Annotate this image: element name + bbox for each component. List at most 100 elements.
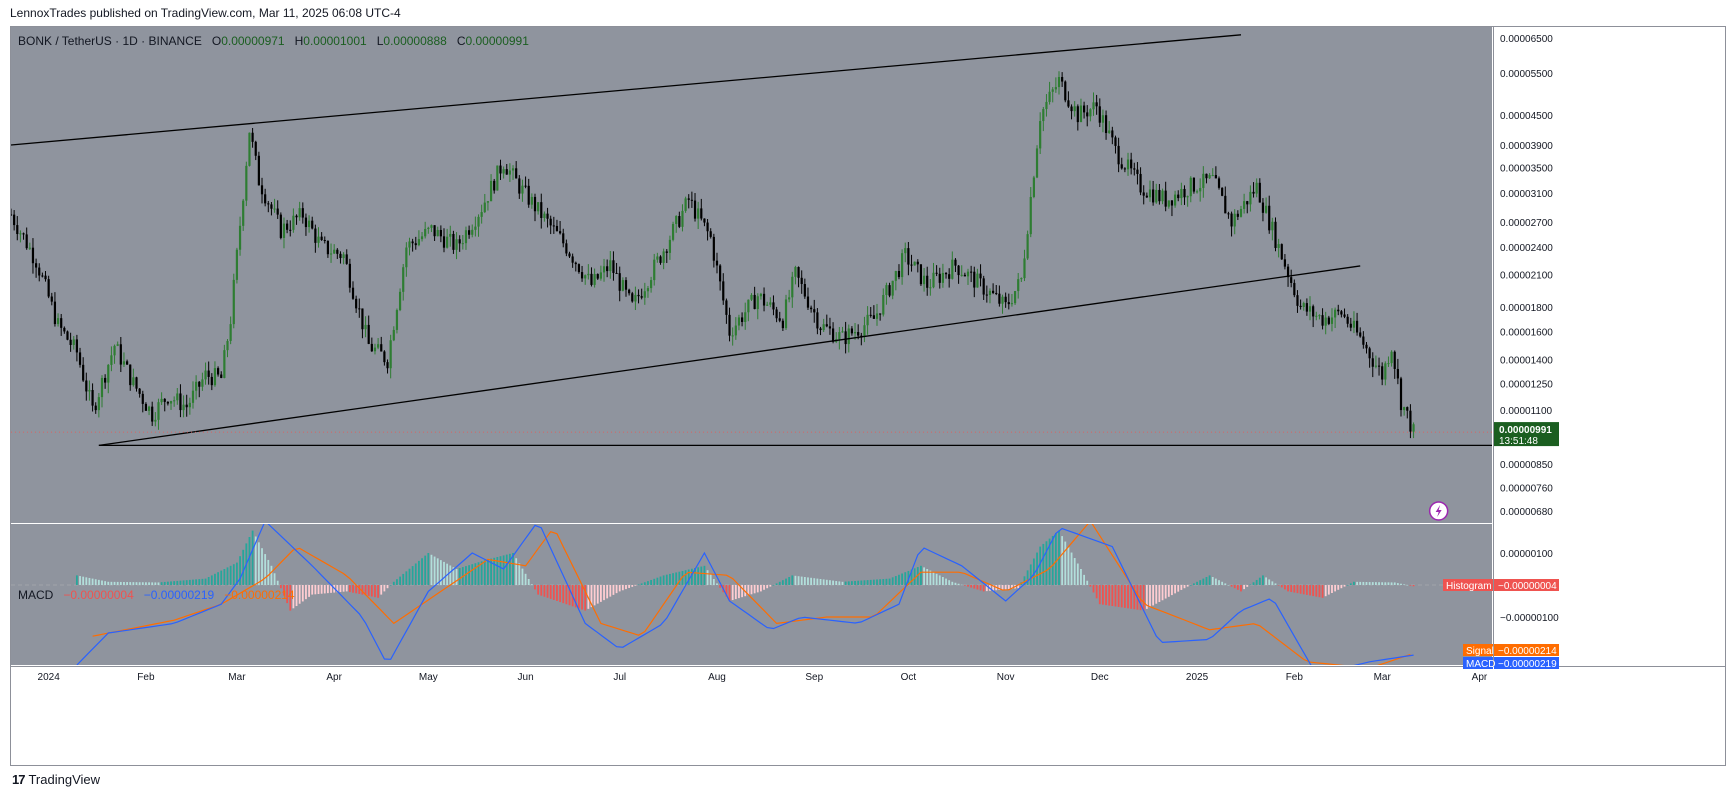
macd-histogram-bar <box>606 585 609 599</box>
candle-body <box>377 344 380 348</box>
macd-histogram-bar <box>1117 585 1120 607</box>
tradingview-brand[interactable]: 17 TradingView <box>12 772 100 787</box>
macd-histogram-bar <box>716 583 718 585</box>
macd-histogram-bar <box>339 585 342 592</box>
macd-histogram-bar <box>1111 585 1114 607</box>
macd-value-tag <box>1494 657 1559 669</box>
candle-body <box>486 201 490 203</box>
macd-histogram-bar <box>1130 585 1133 609</box>
candle-body <box>1017 279 1020 292</box>
candle-body <box>295 215 298 218</box>
candle-body <box>565 243 568 254</box>
macd-histogram-bar <box>154 582 157 585</box>
macd-histogram-bar <box>405 571 408 585</box>
macd-histogram-bar <box>1340 585 1343 589</box>
candle-body <box>882 294 885 315</box>
macd-histogram-bar <box>1133 585 1136 610</box>
candle-body <box>1161 190 1164 202</box>
macd-histogram-bar <box>330 585 332 593</box>
macd-histogram-bar <box>1236 585 1239 590</box>
candle-body <box>976 273 979 288</box>
publish-info: LennoxTrades published on TradingView.co… <box>10 6 401 20</box>
candle-body <box>646 288 650 292</box>
candle-body <box>13 214 16 226</box>
macd-histogram-bar <box>1346 585 1349 586</box>
candle-body <box>1048 91 1051 102</box>
candle-body <box>1249 191 1252 205</box>
candle-body <box>640 296 643 298</box>
candle-body <box>1299 305 1302 307</box>
macd-title[interactable]: MACD <box>18 588 54 602</box>
macd-histogram-bar <box>1403 584 1406 585</box>
candle-body <box>1120 164 1123 169</box>
candle-body <box>85 380 88 392</box>
macd-histogram-bar <box>1365 581 1368 585</box>
macd-histogram-bar <box>1359 581 1362 585</box>
macd-histogram-bar <box>276 580 279 585</box>
macd-histogram-bar <box>512 553 514 585</box>
candle-body <box>1374 365 1378 367</box>
macd-histogram-bar <box>593 585 596 606</box>
candle-body <box>1230 213 1233 227</box>
candle-body <box>719 265 722 282</box>
candle-body <box>420 236 424 240</box>
macd-histogram-bar <box>829 580 831 585</box>
macd-value-tag <box>1494 579 1559 591</box>
time-tick-label: Apr <box>1472 672 1488 683</box>
candle-body <box>493 180 496 191</box>
macd-histogram-bar <box>1089 585 1092 587</box>
macd-histogram-bar <box>182 580 185 585</box>
candle-body <box>543 213 546 218</box>
candle-body <box>737 317 741 326</box>
candle-body <box>395 310 399 330</box>
candle-body <box>897 271 901 278</box>
candle-body <box>329 253 333 255</box>
candle-body <box>348 263 351 288</box>
macd-histogram-bar <box>574 585 577 608</box>
candle-body <box>794 267 797 277</box>
macd-histogram-bar <box>690 568 693 585</box>
candle-body <box>333 249 336 254</box>
macd-histogram-bar <box>374 585 376 598</box>
macd-histogram-bar <box>477 562 480 585</box>
ohlc-close-label: C <box>456 34 466 48</box>
candle-body <box>1010 303 1014 305</box>
macd-histogram-bar <box>433 556 436 585</box>
candle-body <box>1123 168 1126 170</box>
macd-histogram-bar <box>493 557 496 585</box>
macd-histogram-bar <box>866 580 869 585</box>
candle-body <box>979 273 982 279</box>
macd-histogram-bar <box>157 582 160 585</box>
symbol-title[interactable]: BONK / TetherUS · 1D · BINANCE <box>18 34 202 48</box>
macd-signal-value: −0.00000214 <box>224 588 295 602</box>
candle-body <box>580 272 584 279</box>
macd-histogram-bar <box>976 585 979 590</box>
macd-histogram-bar <box>1343 585 1346 587</box>
macd-histogram-bar <box>1255 579 1258 585</box>
macd-histogram-bar <box>110 581 113 585</box>
candle-body <box>1117 145 1120 165</box>
macd-pane-bg <box>11 524 1492 665</box>
macd-histogram-bar <box>1042 543 1045 585</box>
candle-body <box>637 294 640 297</box>
macd-histogram-bar <box>91 578 94 585</box>
candle-body <box>982 278 985 295</box>
candle-body <box>1064 81 1067 101</box>
macd-histogram-bar <box>1064 541 1067 585</box>
macd-pane <box>11 524 1492 665</box>
candle-body <box>1145 195 1148 198</box>
candle-body <box>831 328 835 342</box>
macd-histogram-bar <box>1305 585 1308 595</box>
macd-histogram-bar <box>1227 585 1230 586</box>
candle-body <box>1393 351 1396 369</box>
candle-body <box>1199 187 1202 192</box>
macd-histogram-bar <box>396 579 398 585</box>
candle-body <box>1192 177 1196 192</box>
candle-body <box>91 389 94 406</box>
macd-histogram-bar <box>869 579 872 585</box>
macd-histogram-bar <box>1240 585 1242 592</box>
price-tick-label: 0.00002700 <box>1500 218 1553 229</box>
candle-body <box>1312 306 1315 317</box>
candle-body <box>1406 407 1409 411</box>
